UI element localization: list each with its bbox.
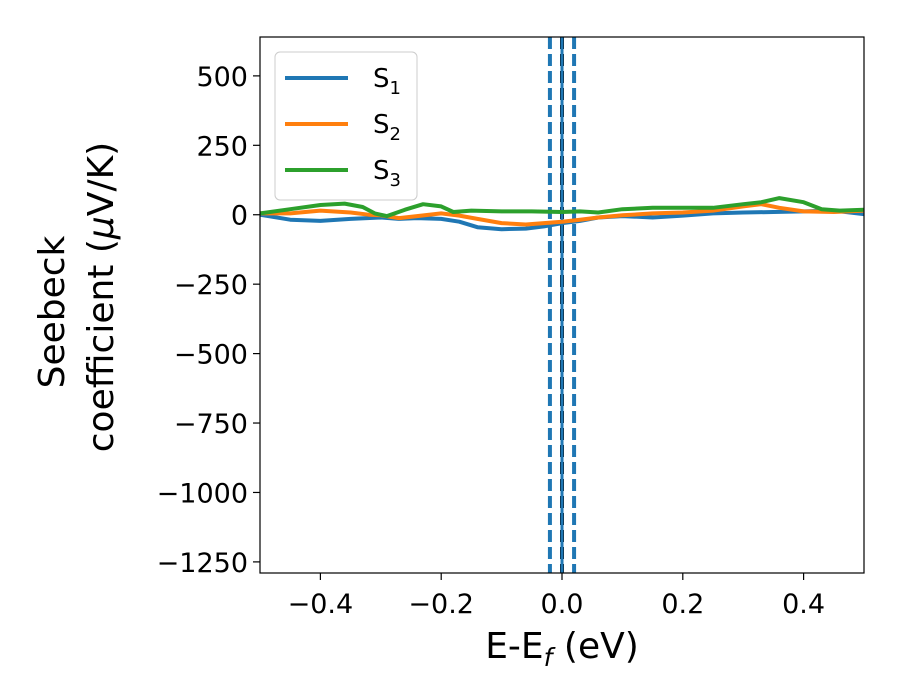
x-axis: −0.4 −0.2 0.0 0.2 0.4 [288, 573, 825, 620]
y-tick-label: −1250 [157, 548, 248, 579]
plot-area [260, 37, 864, 573]
y-tick-label: 0 [231, 201, 248, 232]
y-axis-label-line2-text: coefficient ( [81, 239, 122, 452]
x-axis-label-main: E-E [485, 626, 543, 667]
y-tick-label: −500 [174, 340, 248, 371]
series-line-s2 [260, 202, 864, 227]
x-axis-label: E-Ef (eV) [485, 626, 639, 672]
legend: S1 S2 S3 [274, 51, 418, 201]
legend-label-s2: S2 [373, 110, 401, 145]
y-tick-label: −750 [174, 409, 248, 440]
y-tick-label: −250 [174, 270, 248, 301]
y-axis: 500 250 0 −250 −500 −750 −1000 −1250 [157, 62, 260, 579]
y-axis-label-line1: Seebeck [32, 235, 73, 388]
y-tick-label: −1000 [157, 478, 248, 509]
x-axis-label-suffix: (eV) [552, 626, 638, 667]
legend-label-s3: S3 [373, 156, 401, 191]
y-axis-label-line2-end: V/K) [81, 142, 122, 216]
y-axis-label-mu: μ [81, 216, 122, 240]
y-axis-label-line2: coefficient (μV/K) [81, 142, 122, 452]
legend-label-s1: S1 [373, 64, 401, 99]
series-line-s3 [260, 196, 864, 219]
x-tick-label: −0.4 [288, 589, 354, 620]
y-tick-label: 500 [196, 62, 248, 93]
x-tick-label: 0.0 [541, 589, 584, 620]
y-axis-label: Seebeck coefficient (μV/K) [32, 142, 122, 452]
x-tick-label: 0.4 [782, 589, 825, 620]
x-tick-label: 0.2 [661, 589, 704, 620]
series-line-s1 [260, 208, 864, 232]
y-tick-label: 250 [196, 131, 248, 162]
x-tick-label: −0.2 [408, 589, 474, 620]
